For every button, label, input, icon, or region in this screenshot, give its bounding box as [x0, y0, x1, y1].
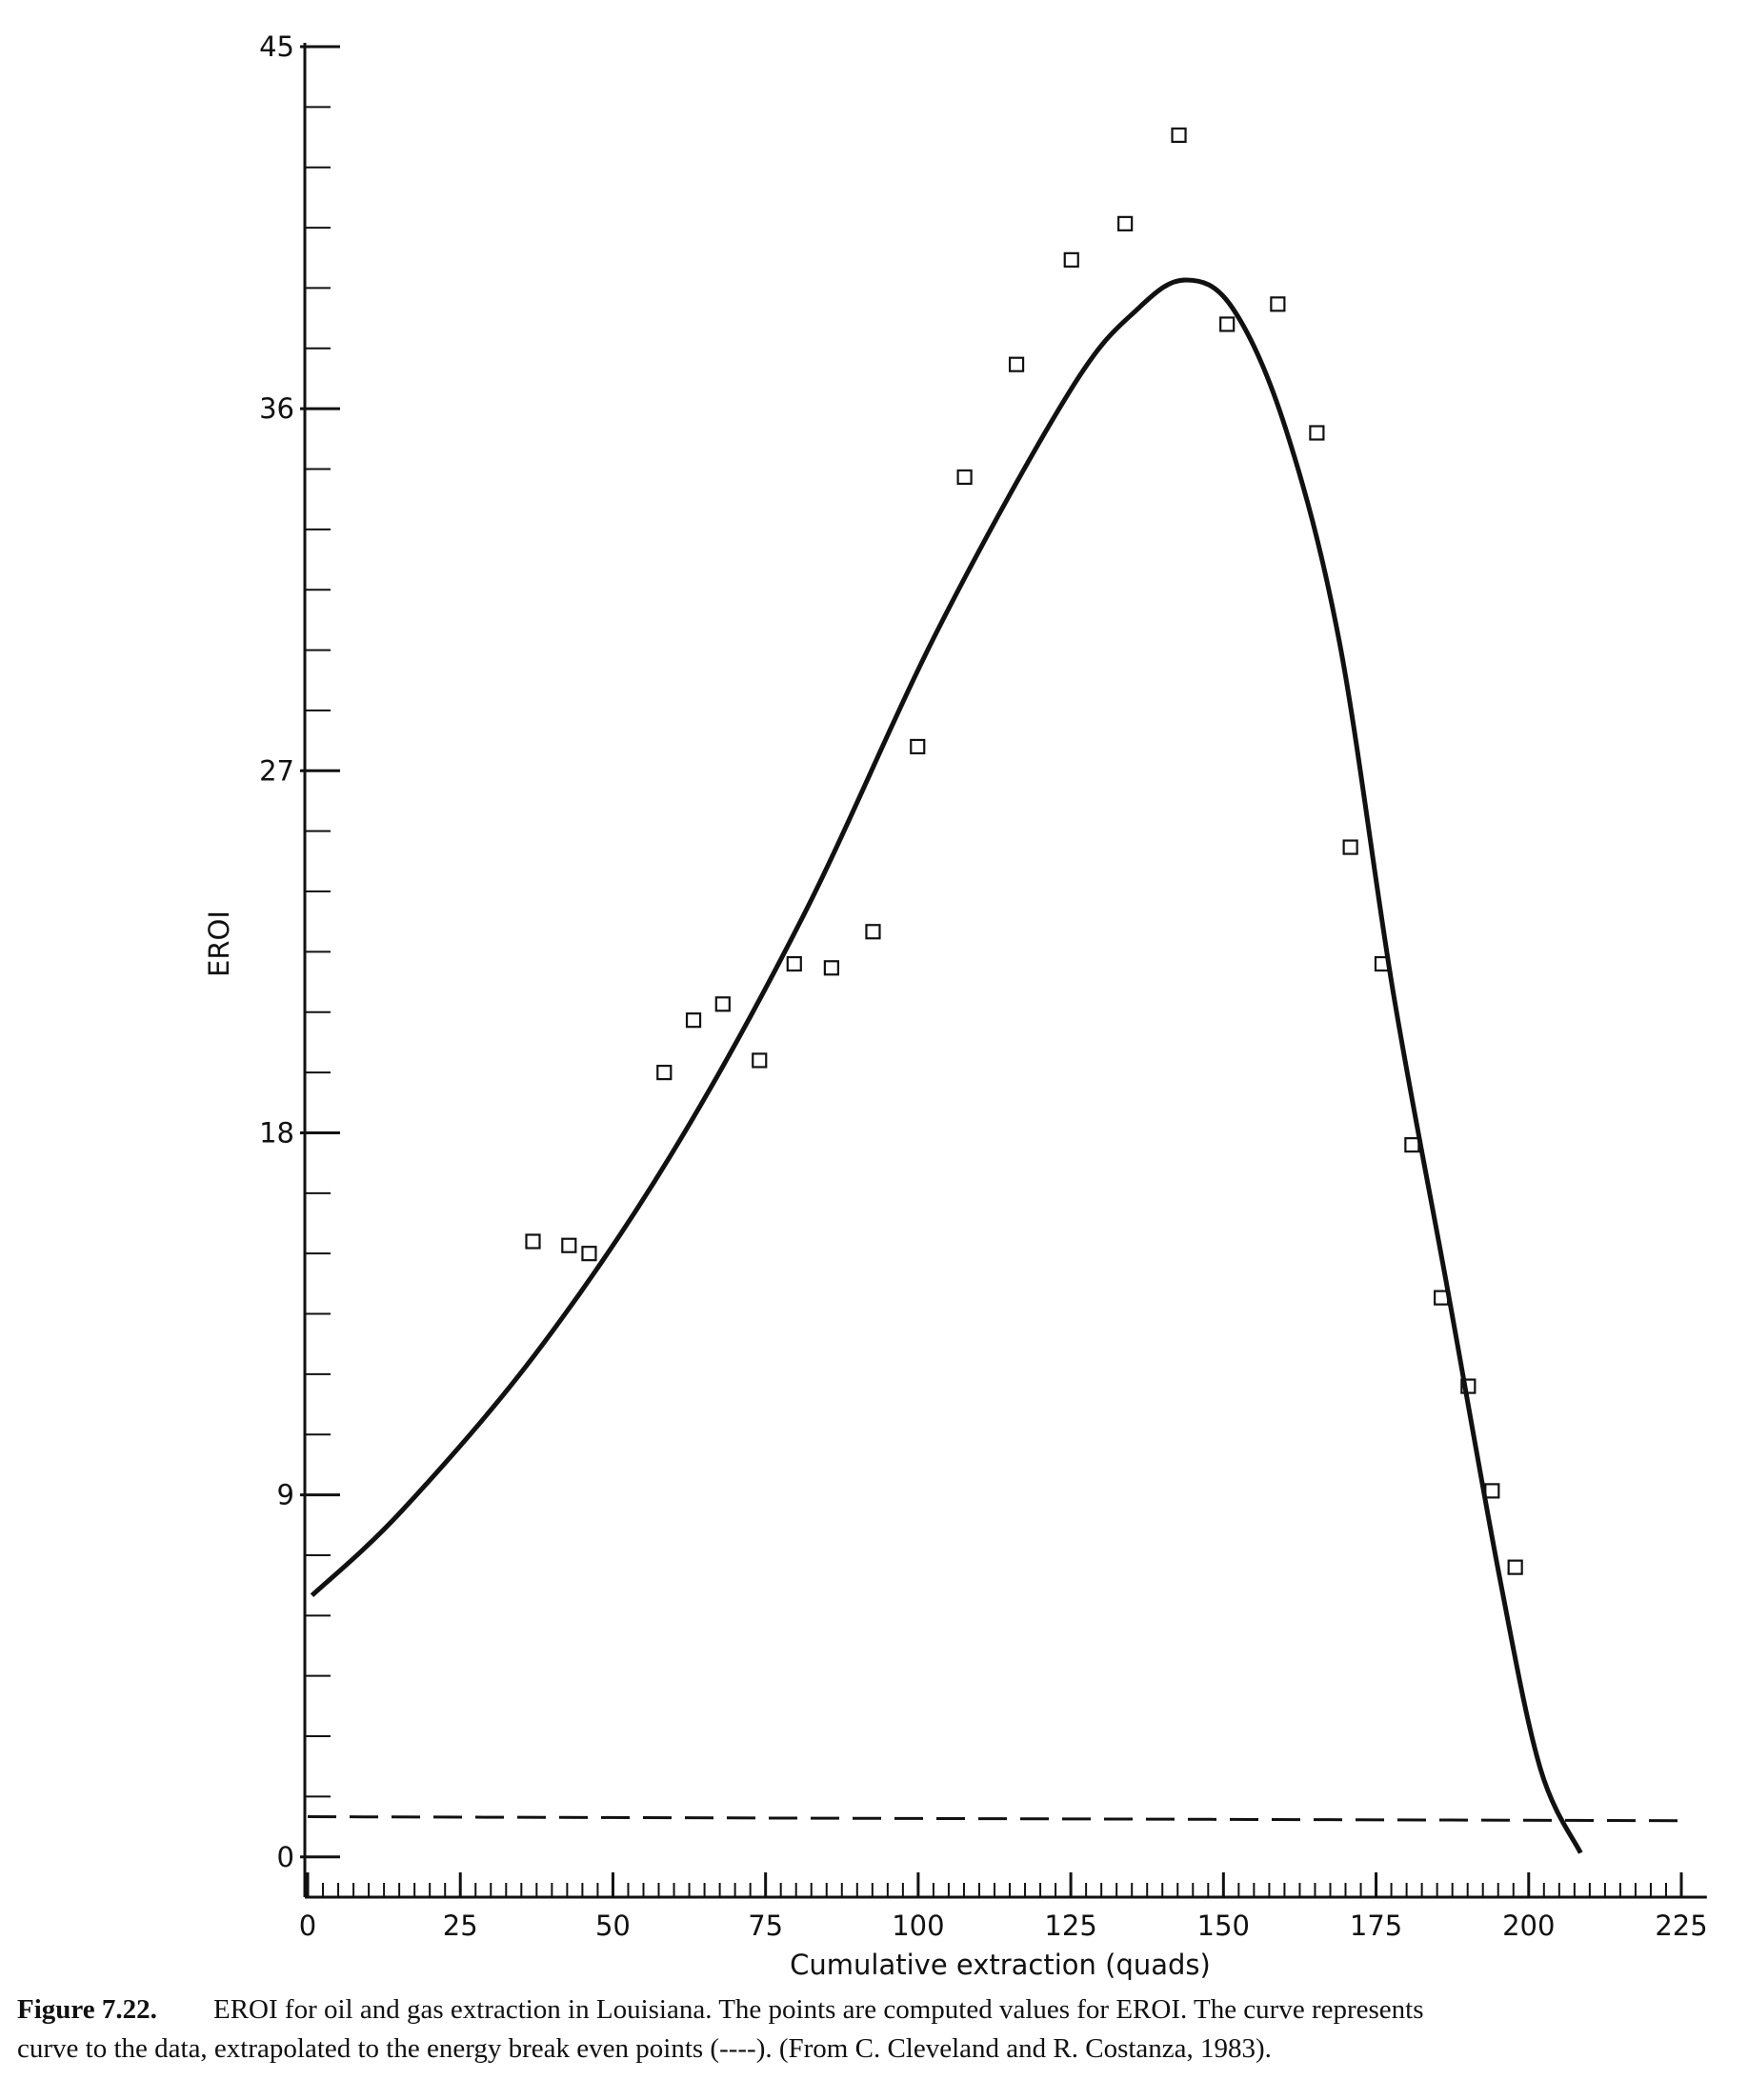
- data-point: [1507, 1559, 1523, 1575]
- y-tick-label: 9: [277, 1479, 294, 1511]
- fit-curve: [310, 277, 1583, 1854]
- caption-label: Figure 7.22.: [17, 1994, 157, 2025]
- x-tick-label: 225: [1655, 1910, 1707, 1942]
- data-point: [1117, 215, 1134, 231]
- data-point: [525, 1233, 541, 1250]
- y-tick-label: 27: [259, 754, 294, 787]
- data-point: [1171, 127, 1187, 144]
- x-tick-label: 125: [1044, 1910, 1096, 1942]
- data-point: [1270, 296, 1286, 312]
- data-point: [656, 1064, 673, 1081]
- data-point: [1063, 251, 1079, 268]
- data-point: [1404, 1137, 1420, 1153]
- data-point: [581, 1246, 597, 1262]
- data-point: [1342, 839, 1358, 855]
- x-tick-label: 25: [443, 1910, 478, 1942]
- x-tick-label: 75: [748, 1910, 783, 1942]
- data-point: [786, 955, 802, 972]
- caption-line: EROI for oil and gas extraction in Louis…: [213, 1994, 1424, 2025]
- x-tick-label: 50: [595, 1910, 631, 1942]
- break-even-line: [307, 1815, 1682, 1823]
- x-tick-label: 200: [1502, 1910, 1555, 1942]
- data-point: [1008, 356, 1025, 372]
- x-tick-label: 0: [299, 1910, 316, 1942]
- y-tick-label: 0: [277, 1841, 294, 1873]
- data-point: [714, 996, 731, 1012]
- y-tick-label: 18: [259, 1116, 294, 1149]
- x-axis-label: Cumulative extraction (quads): [790, 1949, 1211, 1981]
- data-point: [956, 469, 973, 486]
- data-point: [561, 1237, 577, 1253]
- y-tick-label: 45: [259, 30, 294, 63]
- x-tick-label: 175: [1350, 1910, 1402, 1942]
- x-tick-label: 150: [1197, 1910, 1250, 1942]
- x-tick-label: 100: [892, 1910, 944, 1942]
- data-point: [865, 924, 881, 940]
- data-point: [910, 738, 926, 755]
- data-point: [1484, 1483, 1500, 1499]
- data-point: [1309, 425, 1325, 441]
- caption-line: curve to the data, extrapolated to the e…: [17, 2033, 1272, 2064]
- data-point: [752, 1052, 768, 1069]
- data-point: [823, 960, 839, 976]
- y-tick-label: 36: [259, 392, 294, 425]
- y-axis-label: EROI: [203, 910, 235, 977]
- data-point: [1219, 316, 1236, 332]
- data-point: [685, 1012, 702, 1029]
